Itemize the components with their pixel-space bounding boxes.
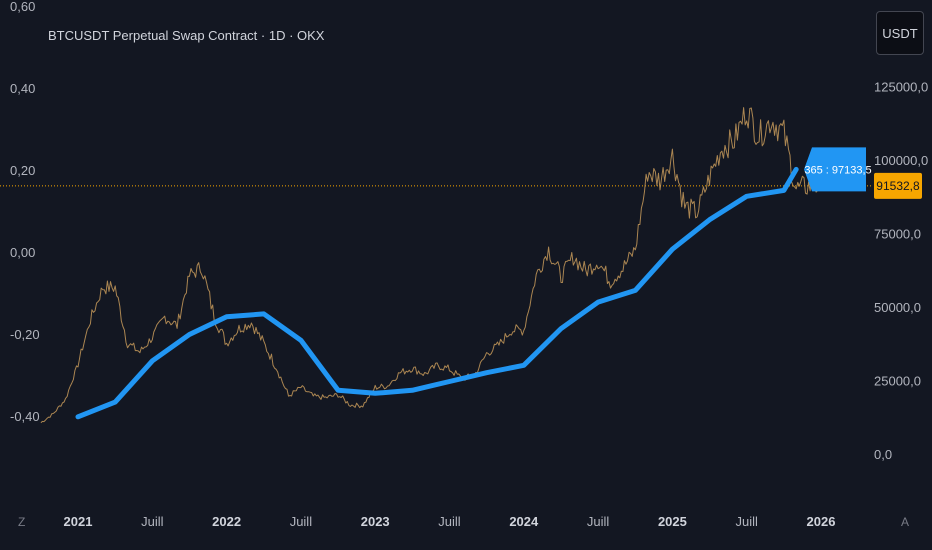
ma-365-series-line[interactable] — [75, 166, 799, 420]
corner-left-label[interactable]: Z — [18, 515, 25, 529]
x-axis-tick-month: Juill — [587, 514, 610, 529]
x-axis-tick-year: 2023 — [361, 514, 390, 529]
plot-area[interactable]: 365 : 97133,5 91532,8 — [0, 107, 922, 424]
left-axis-tick: 0,60 — [10, 0, 35, 14]
ma-value-badge-label: 365 : 97133,5 — [804, 164, 871, 176]
price-series-line[interactable] — [40, 107, 820, 424]
left-axis: 0,60 0,40 0,20 0,00 -0,20 -0,40 — [10, 0, 40, 424]
current-price-badge — [874, 172, 922, 199]
x-axis-tick-month: Juill — [438, 514, 461, 529]
x-axis-tick-year: 2021 — [64, 514, 93, 529]
time-axis[interactable]: 2021 Juill 2022 Juill 2023 Juill 2024 Juill 2025… — [64, 514, 836, 529]
corner-right-label[interactable]: A — [901, 515, 909, 529]
current-price-badge-label: 91532,8 — [876, 179, 920, 193]
left-axis-tick: 0,20 — [10, 163, 35, 178]
x-axis-tick-year: 2024 — [509, 514, 539, 529]
ma-value-badge — [804, 147, 866, 192]
x-axis-tick-month: Juill — [141, 514, 164, 529]
x-axis-tick-month: Juill — [290, 514, 313, 529]
right-axis-tick: 100000,0 — [874, 153, 928, 168]
right-axis-tick: 25000,0 — [874, 374, 921, 389]
left-axis-tick: 0,00 — [10, 245, 35, 260]
chart-title: BTCUSDT Perpetual Swap Contract · 1D · O… — [48, 28, 325, 43]
right-axis-tick: 75000,0 — [874, 227, 921, 242]
right-axis[interactable]: 125000,0 100000,0 75000,0 50000,0 25000,0 0,0 — [874, 80, 928, 463]
left-axis-tick: -0,40 — [10, 409, 40, 424]
currency-button[interactable]: USDT — [876, 11, 924, 55]
x-axis-tick-year: 2025 — [658, 514, 687, 529]
left-axis-tick: 0,40 — [10, 81, 35, 96]
x-axis-tick-month: Juill — [735, 514, 758, 529]
x-axis-tick-year: 2022 — [212, 514, 241, 529]
right-axis-tick: 125000,0 — [874, 80, 928, 95]
right-axis-tick: 50000,0 — [874, 300, 921, 315]
right-axis-tick: 0,0 — [874, 447, 892, 462]
x-axis-tick-year: 2026 — [807, 514, 836, 529]
left-axis-tick: -0,20 — [10, 327, 40, 342]
